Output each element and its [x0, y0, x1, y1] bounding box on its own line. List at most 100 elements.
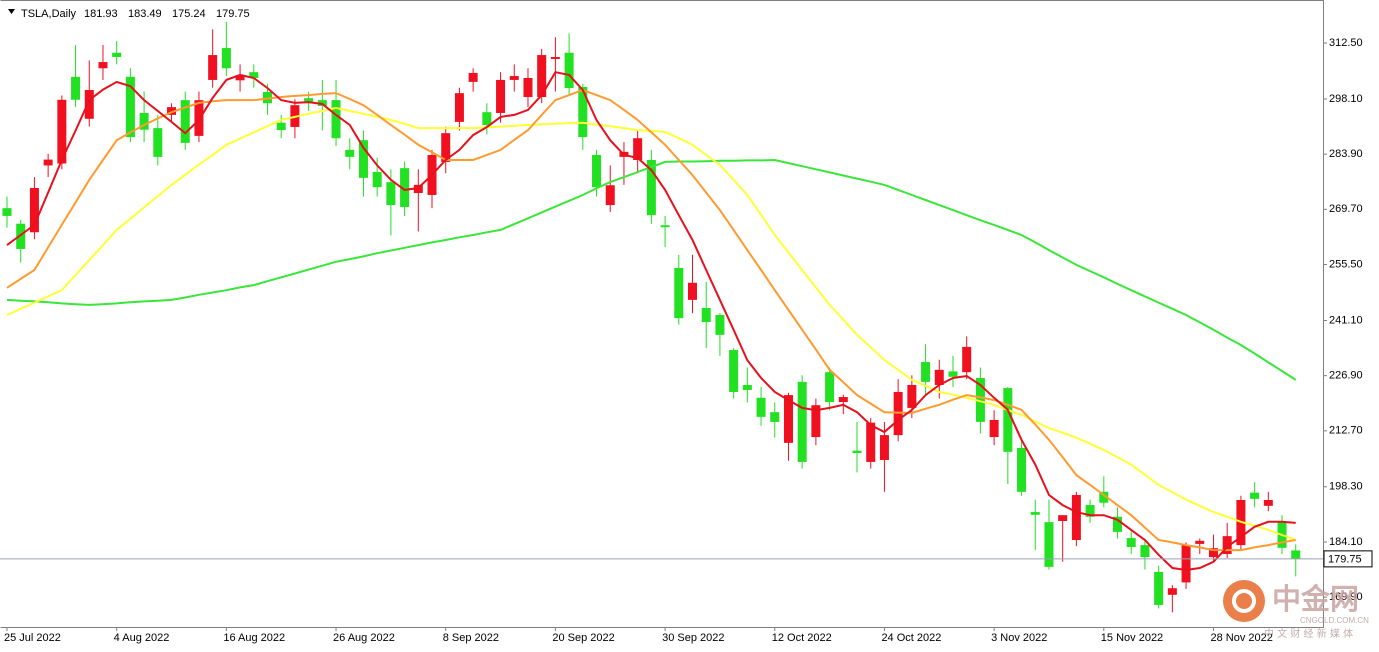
- candle-body: [523, 77, 533, 98]
- candle-body: [1126, 538, 1136, 548]
- y-tick-label: 169.90: [1329, 591, 1363, 603]
- candle-body: [770, 412, 780, 422]
- candle-body: [825, 372, 835, 403]
- candle-body: [797, 381, 807, 462]
- candle-body: [441, 133, 451, 162]
- candle-body: [345, 149, 355, 157]
- x-tick-label: 20 Sep 2022: [552, 632, 614, 644]
- candle-body: [948, 371, 958, 377]
- candle-body: [1058, 515, 1068, 521]
- header-low: 175.24: [172, 8, 206, 20]
- candle-body: [125, 76, 135, 138]
- candle-body: [1140, 545, 1150, 558]
- x-tick-label: 15 Nov 2022: [1101, 632, 1163, 644]
- moving-average-line: [6, 158, 1297, 381]
- candle-body: [921, 362, 931, 382]
- plot-area: [0, 21, 1323, 613]
- menu-arrow[interactable]: [8, 9, 15, 14]
- header-open: 181.93: [84, 8, 118, 20]
- candle-body: [386, 182, 396, 206]
- candle-body: [605, 185, 615, 206]
- candles: [2, 21, 1301, 613]
- x-tick-label: 30 Sep 2022: [662, 632, 724, 644]
- candle-body: [729, 350, 739, 392]
- candle-body: [372, 172, 382, 188]
- x-tick-label: 25 Jul 2022: [4, 632, 61, 644]
- y-tick-label: 312.50: [1329, 37, 1363, 49]
- logo-name: 中金网: [1272, 582, 1359, 616]
- y-tick-label: 255.50: [1329, 258, 1363, 270]
- candle-body: [646, 159, 656, 216]
- x-tick-label: 4 Aug 2022: [114, 632, 170, 644]
- candle-body: [756, 397, 766, 417]
- candle-body: [907, 384, 917, 408]
- candle-body: [674, 268, 684, 319]
- x-tick-label: 3 Nov 2022: [991, 632, 1047, 644]
- candle-body: [1154, 571, 1164, 605]
- candle-body: [1181, 545, 1191, 583]
- candle-body: [811, 405, 821, 438]
- candle-body: [592, 154, 602, 188]
- candle-body: [496, 79, 506, 113]
- candle-body: [934, 369, 944, 385]
- y-tick-label: 283.90: [1329, 148, 1363, 160]
- candle-body: [84, 90, 94, 119]
- candle-body: [1263, 500, 1273, 506]
- candle-body: [112, 52, 122, 58]
- candle-body: [879, 435, 889, 460]
- candle-body: [578, 86, 588, 138]
- candle-body: [701, 308, 711, 323]
- header-high: 183.49: [128, 8, 162, 20]
- plot-frame: [0, 0, 1324, 628]
- candle-body: [1208, 548, 1218, 558]
- candle-body: [564, 52, 574, 89]
- candle-body: [221, 48, 231, 69]
- candle-body: [2, 208, 12, 216]
- candle-body: [633, 138, 643, 160]
- candle-body: [1003, 388, 1013, 452]
- x-tick-label: 8 Sep 2022: [443, 632, 499, 644]
- x-tick-label: 12 Oct 2022: [772, 632, 832, 644]
- candle-body: [139, 112, 149, 130]
- y-tick-label: 184.10: [1329, 536, 1363, 548]
- symbol-title: TSLA,Daily: [21, 8, 77, 20]
- moving-average-line: [6, 106, 1297, 541]
- logo-mark: [1232, 589, 1256, 613]
- y-tick-label: 226.90: [1329, 370, 1363, 382]
- candle-body: [975, 377, 985, 422]
- candle-body: [1291, 550, 1301, 559]
- x-tick-label: 26 Aug 2022: [333, 632, 395, 644]
- candle-body: [1113, 516, 1123, 532]
- y-tick-label: 269.70: [1329, 203, 1363, 215]
- candle-body: [1195, 540, 1205, 544]
- candle-body: [742, 384, 752, 391]
- candle-body: [331, 100, 341, 139]
- candle-body: [962, 346, 972, 373]
- candle-body: [358, 140, 368, 178]
- candle-body: [1030, 512, 1040, 515]
- header-close: 179.75: [216, 8, 250, 20]
- candle-body: [838, 397, 848, 403]
- candle-body: [454, 93, 464, 122]
- logo-site: CNGOLD.COM.CN: [1300, 616, 1369, 625]
- x-tick-label: 24 Oct 2022: [881, 632, 941, 644]
- candle-body: [989, 419, 999, 438]
- candle-body: [468, 72, 478, 82]
- x-tick-label: 16 Aug 2022: [223, 632, 285, 644]
- candle-body: [1044, 522, 1054, 567]
- candle-body: [167, 107, 177, 115]
- moving-average-line: [6, 88, 1296, 552]
- candle-body: [276, 122, 286, 131]
- candle-body: [29, 187, 39, 233]
- candle-body: [249, 72, 259, 78]
- logo-tagline: 中 文 财 经 新 媒 体: [1264, 627, 1353, 640]
- candle-body: [235, 75, 245, 81]
- candle-body: [660, 225, 670, 228]
- moving-average-line: [6, 71, 1296, 572]
- candle-body: [1071, 494, 1081, 541]
- candle-body: [866, 422, 876, 462]
- candle-body: [1085, 505, 1095, 517]
- last-price-label: 179.75: [1328, 553, 1362, 565]
